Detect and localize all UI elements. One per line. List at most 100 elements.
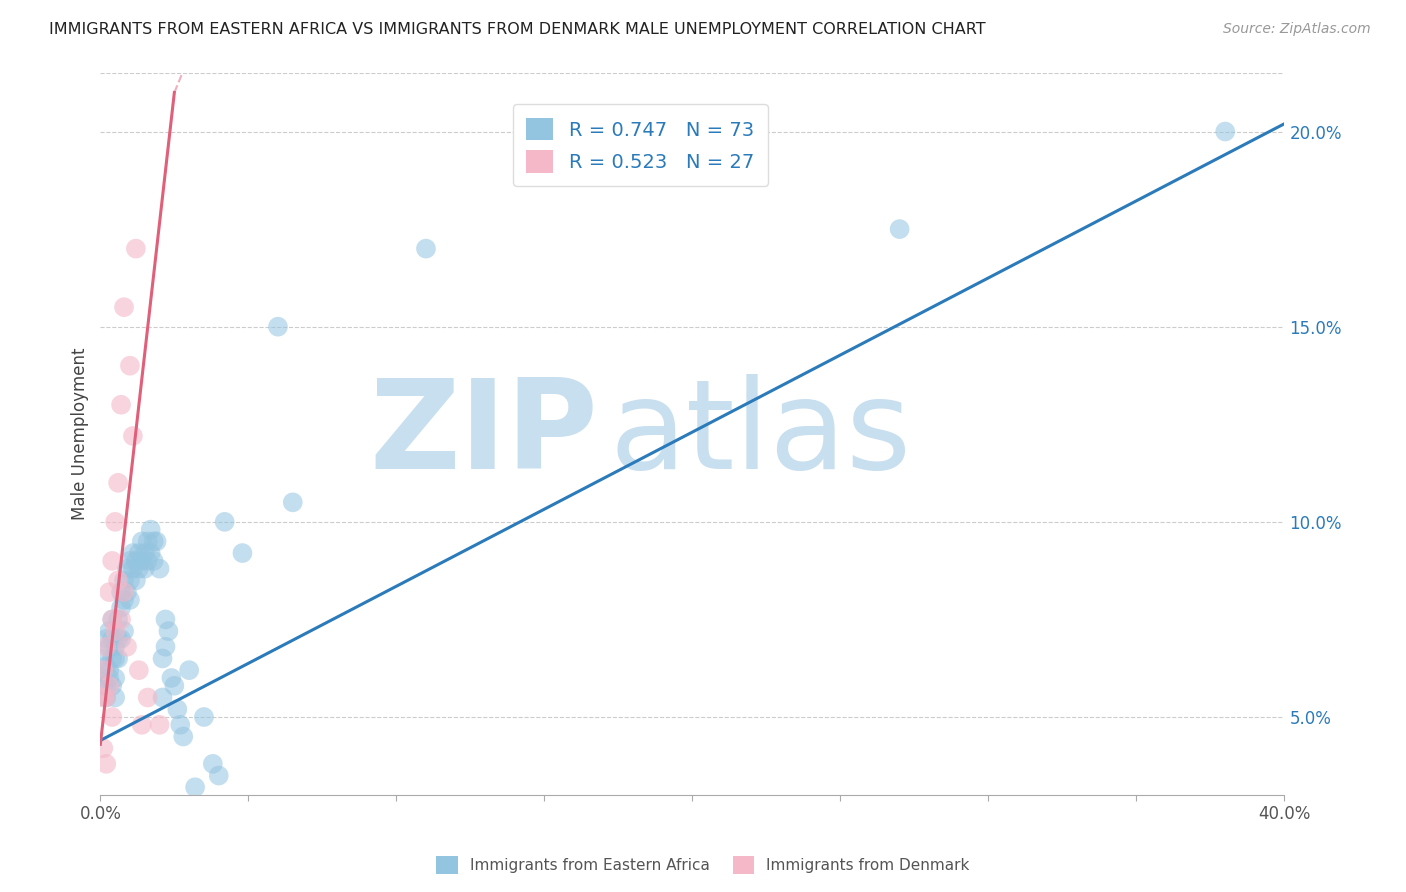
Point (101, 710, 124, 724)
Point (169, 718, 191, 732)
Point (110, 632, 132, 646)
Point (139, 523, 162, 537)
Point (112, 585, 135, 599)
Point (115, 640, 138, 654)
Text: IMMIGRANTS FROM EASTERN AFRICA VS IMMIGRANTS FROM DENMARK MALE UNEMPLOYMENT CORR: IMMIGRANTS FROM EASTERN AFRICA VS IMMIGR… (49, 22, 986, 37)
Point (91, 679, 114, 693)
Point (101, 554, 124, 568)
Point (98, 671, 121, 685)
Point (112, 593, 135, 607)
Point (125, 242, 148, 256)
Point (118, 574, 141, 588)
Point (122, 546, 145, 560)
Point (179, 663, 201, 677)
Point (131, 534, 153, 549)
Point (110, 600, 132, 615)
Legend: R = 0.747   N = 73, R = 0.523   N = 27: R = 0.747 N = 73, R = 0.523 N = 27 (513, 104, 768, 186)
Point (107, 475, 129, 490)
Point (139, 546, 162, 560)
Point (889, 222, 911, 236)
Point (110, 612, 132, 626)
Point (104, 651, 127, 665)
Point (214, 515, 236, 529)
Point (91, 663, 114, 677)
Point (166, 702, 188, 716)
Point (415, 242, 437, 256)
Point (104, 624, 127, 639)
Point (118, 554, 141, 568)
Point (142, 554, 165, 568)
Point (98, 624, 121, 639)
Point (96, 690, 118, 705)
Point (101, 612, 124, 626)
Y-axis label: Male Unemployment: Male Unemployment (72, 348, 89, 520)
Point (115, 562, 138, 576)
Point (118, 359, 141, 373)
Point (163, 679, 186, 693)
Point (160, 671, 183, 685)
Point (122, 562, 145, 576)
Point (136, 554, 159, 568)
Point (136, 534, 159, 549)
Point (148, 718, 170, 732)
Point (145, 534, 167, 549)
Point (134, 562, 156, 576)
Point (96, 640, 118, 654)
Point (110, 585, 132, 599)
Point (115, 585, 138, 599)
Point (184, 780, 207, 795)
Point (101, 612, 124, 626)
Point (172, 730, 194, 744)
Point (104, 515, 127, 529)
Point (142, 534, 165, 549)
Point (128, 546, 150, 560)
Point (104, 671, 127, 685)
Text: ZIP: ZIP (368, 374, 598, 494)
Point (107, 651, 129, 665)
Point (136, 690, 159, 705)
Point (122, 429, 145, 443)
Point (125, 554, 148, 568)
Point (101, 651, 124, 665)
Point (110, 398, 132, 412)
Point (98, 585, 121, 599)
Point (104, 640, 127, 654)
Point (96, 690, 118, 705)
Point (98, 663, 121, 677)
Point (128, 663, 150, 677)
Point (231, 546, 253, 560)
Point (152, 651, 174, 665)
Point (91, 651, 114, 665)
Point (131, 718, 153, 732)
Point (96, 679, 118, 693)
Point (96, 659, 118, 673)
Point (155, 640, 177, 654)
Point (281, 495, 304, 509)
Point (98, 640, 121, 654)
Point (96, 632, 118, 646)
Point (134, 546, 156, 560)
Point (96, 756, 118, 771)
Legend: Immigrants from Eastern Africa, Immigrants from Denmark: Immigrants from Eastern Africa, Immigran… (430, 850, 976, 880)
Point (152, 690, 174, 705)
Point (131, 554, 153, 568)
Point (201, 756, 224, 771)
Point (148, 562, 170, 576)
Point (91, 741, 114, 756)
Point (125, 574, 148, 588)
Point (112, 624, 135, 639)
Text: atlas: atlas (610, 374, 911, 494)
Point (104, 690, 127, 705)
Point (91, 671, 114, 685)
Point (208, 768, 231, 782)
Point (91, 690, 114, 705)
Point (107, 574, 129, 588)
Point (267, 319, 290, 334)
Point (112, 300, 135, 314)
Point (118, 593, 141, 607)
Point (101, 679, 124, 693)
Point (101, 632, 124, 646)
Text: Source: ZipAtlas.com: Source: ZipAtlas.com (1223, 22, 1371, 37)
Point (193, 710, 215, 724)
Point (1213, 124, 1236, 138)
